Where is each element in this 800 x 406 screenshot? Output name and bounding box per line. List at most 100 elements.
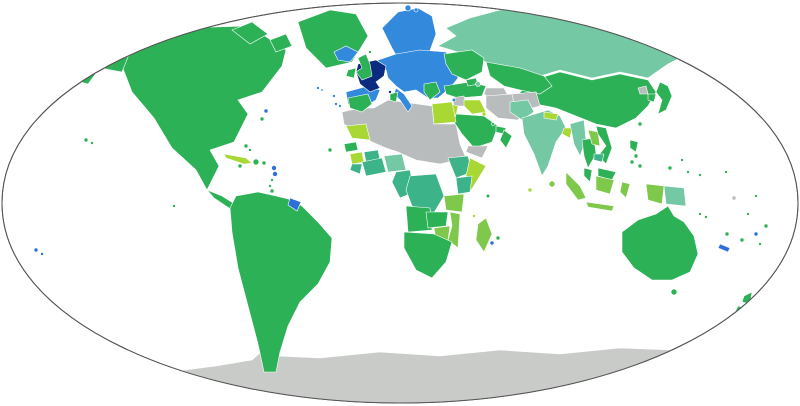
region-iceland — [333, 45, 359, 63]
region-india — [521, 109, 567, 177]
region-azores — [316, 86, 320, 90]
region-bermuda — [259, 116, 265, 122]
region-solomon-islands — [704, 215, 708, 219]
region-oman — [499, 129, 513, 149]
region-guadeloupe-martinique — [271, 165, 277, 171]
region-senegal — [343, 141, 359, 153]
region-lesser-antilles — [269, 188, 275, 194]
region-cape-verde — [327, 147, 333, 153]
region-maldives — [527, 187, 533, 193]
region-canary-islands — [334, 102, 338, 106]
region-corsica — [388, 90, 392, 94]
region-guam — [680, 158, 684, 162]
region-mauritius — [495, 235, 501, 241]
region-cyprus — [451, 97, 457, 103]
region-west-papua — [645, 183, 665, 205]
region-zambia — [425, 211, 449, 229]
region-java — [585, 201, 615, 212]
region-wallis-futuna — [753, 231, 759, 237]
region-kiribati — [754, 194, 758, 198]
region-solomon-islands — [698, 212, 702, 216]
region-philippine-islands — [633, 153, 639, 159]
region-french-guiana — [287, 197, 302, 212]
region-malaysia-peninsula — [583, 167, 593, 183]
region-australia — [621, 205, 699, 281]
region-borneo-indonesia — [595, 175, 615, 195]
region-micronesia — [686, 170, 690, 174]
region-mauritania — [345, 123, 371, 141]
region-azerbaijan — [475, 81, 481, 87]
region-tunisia — [389, 91, 399, 103]
region-sri-lanka — [548, 180, 556, 188]
region-laos — [587, 129, 601, 147]
region-azores — [320, 88, 324, 92]
region-bahamas — [248, 148, 252, 152]
region-puerto-rico — [261, 160, 267, 166]
region-nepal — [543, 111, 559, 121]
region-tuvalu — [746, 212, 750, 216]
region-new-caledonia — [717, 243, 731, 253]
region-sumatra — [565, 171, 587, 201]
region-kazakhstan-central-asia — [485, 61, 553, 95]
region-southern-africa — [403, 231, 453, 279]
region-cuba — [223, 153, 253, 165]
region-arctic-islands-east — [269, 33, 293, 53]
region-sulawesi — [619, 181, 631, 199]
region-mozambique — [447, 211, 461, 249]
region-iraq — [463, 99, 487, 115]
region-europe-eu — [377, 49, 459, 99]
region-lesser-antilles — [268, 184, 272, 188]
region-sierra-leone-liberia — [349, 163, 363, 175]
region-ukraine-belarus — [443, 49, 485, 81]
region-samoa — [763, 223, 769, 229]
region-guadeloupe-martinique — [272, 171, 278, 177]
region-ireland — [345, 67, 357, 79]
region-palau — [667, 165, 673, 171]
region-taiwan — [637, 121, 643, 127]
region-hawaii — [90, 141, 94, 145]
region-svalbard — [413, 7, 419, 13]
region-ivorycoast-ghana-togo-benin — [361, 157, 387, 177]
region-french-polynesia — [33, 247, 39, 253]
region-fiji — [739, 237, 745, 243]
region-cambodia — [593, 153, 605, 163]
region-kuwait — [481, 111, 487, 117]
region-philippine-islands — [629, 159, 635, 165]
region-canary-islands — [338, 104, 342, 108]
region-tanzania — [443, 193, 465, 213]
region-madagascar — [475, 217, 493, 253]
region-st-pierre-miquelon — [263, 108, 269, 114]
region-saudi-arabia — [453, 113, 499, 149]
region-philippines — [629, 139, 639, 153]
region-marshall-islands — [724, 170, 728, 174]
region-comoros — [472, 214, 476, 218]
region-balkans-west — [423, 81, 441, 101]
region-tasmania — [670, 288, 678, 296]
region-nigeria — [383, 153, 407, 173]
region-kenya — [455, 175, 473, 195]
region-tonga — [758, 242, 762, 246]
region-china-mongolia — [519, 71, 657, 129]
region-arctic-islands — [231, 21, 269, 45]
region-svalbard — [404, 4, 412, 12]
region-japan — [655, 81, 673, 115]
region-papua-new-guinea — [663, 185, 687, 207]
region-egypt — [431, 101, 457, 125]
region-uk — [355, 53, 373, 81]
region-morocco — [347, 93, 373, 113]
region-philippine-islands — [637, 163, 643, 169]
region-bangladesh — [561, 127, 573, 139]
region-micronesia — [698, 173, 702, 177]
region-reunion — [489, 240, 495, 246]
region-seychelles — [485, 193, 491, 199]
regions-layer — [33, 4, 771, 403]
region-french-polynesia — [40, 252, 44, 256]
region-angola — [405, 205, 433, 233]
region-bahamas — [243, 143, 249, 149]
region-yemen — [465, 145, 489, 159]
region-madeira — [332, 94, 336, 98]
region-nauru — [731, 195, 737, 201]
